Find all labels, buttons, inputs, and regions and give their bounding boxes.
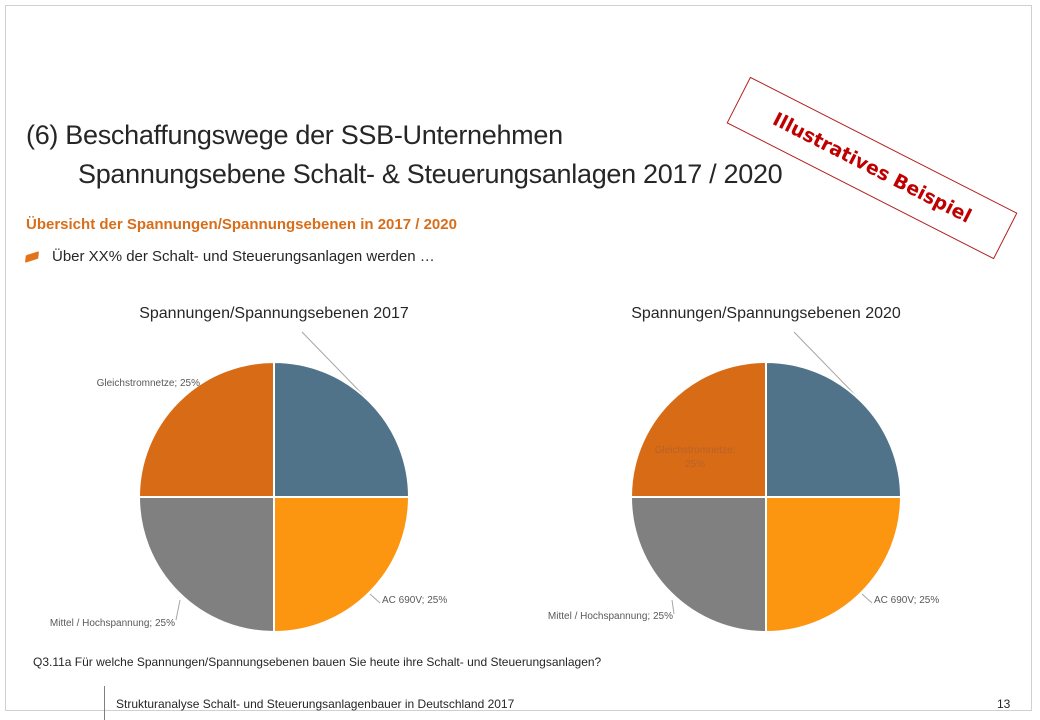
bullet-text: Über XX% der Schalt- und Steuerungsanlag… — [52, 248, 435, 265]
label-leader-line — [861, 593, 873, 604]
slice-data-label: Mittel / Hochspannung; 25% — [50, 618, 175, 629]
pie-slice-4 — [629, 360, 767, 498]
pie-slice-3 — [629, 496, 767, 634]
pie-chart-2: Spannungen/Spannungsebenen 2020 AC 690V; … — [548, 305, 939, 634]
title-leader-line — [301, 331, 371, 403]
label-leader-line — [175, 599, 181, 621]
slice-data-label: Mittel / Hochspannung; 25% — [548, 611, 673, 622]
title-leader-line — [793, 331, 863, 403]
label-leader-line — [671, 599, 675, 615]
label-leader-line — [369, 593, 381, 604]
pie-slice-3 — [137, 496, 275, 634]
page-number: 13 — [997, 697, 1011, 711]
slide-subtitle: Übersicht der Spannungen/Spannungsebenen… — [26, 216, 457, 233]
pie-chart-1: Spannungen/Spannungsebenen 2017 AC 690V; … — [50, 305, 447, 634]
footer-text: Strukturanalyse Schalt- und Steuerungsan… — [116, 697, 515, 711]
slide-frame — [5, 5, 1032, 711]
bullet-item: Über XX% der Schalt- und Steuerungsanlag… — [25, 248, 435, 265]
chart-title: Spannungen/Spannungsebenen 2020 — [631, 305, 901, 322]
slide-title-line-2: Spannungsebene Schalt- & Steuerungsanlag… — [78, 159, 783, 189]
slice-data-label: Gleichstromnetze; 25% — [97, 378, 200, 389]
question-footnote: Q3.11a Für welche Spannungen/Spannungseb… — [33, 655, 602, 669]
chart-title: Spannungen/Spannungsebenen 2017 — [139, 305, 409, 322]
slice-data-label: AC 690V; 25% — [382, 595, 447, 606]
slide-title-line-1: (6) Beschaffungswege der SSB-Unternehmen — [26, 120, 563, 150]
pie-slice-4 — [137, 360, 275, 498]
footer-divider — [104, 686, 105, 720]
pie-slice-1 — [273, 360, 411, 498]
pie-slice-2 — [273, 496, 411, 634]
slice-data-label: Gleichstromnetze; 25% — [655, 445, 736, 470]
slice-data-label: AC 690V; 25% — [874, 595, 939, 606]
pie-slice-1 — [765, 360, 903, 498]
pie-slice-2 — [765, 496, 903, 634]
